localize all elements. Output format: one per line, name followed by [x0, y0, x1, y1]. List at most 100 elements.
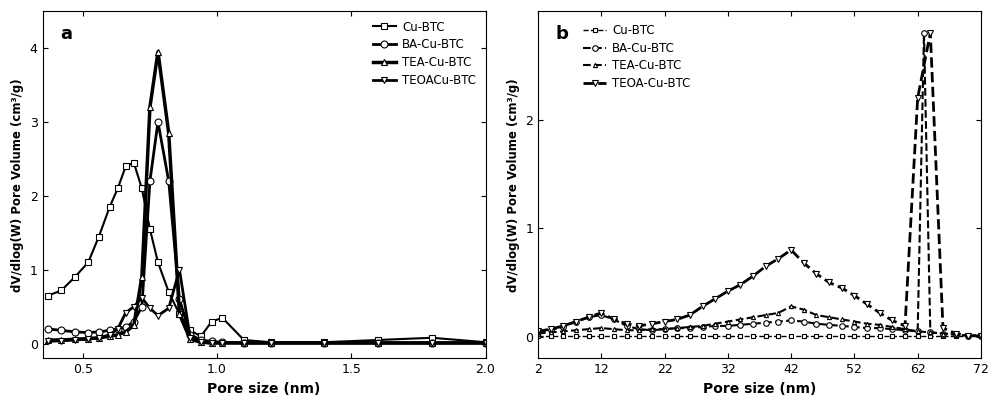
BA-Cu-BTC: [722, 324, 734, 328]
TEA-Cu-BTC: [722, 319, 734, 324]
Cu-BTC: [112, 186, 124, 191]
TEOACu-BTC: [238, 341, 250, 346]
TEA-Cu-BTC: [69, 337, 81, 342]
TEA-Cu-BTC: [886, 324, 898, 329]
BA-Cu-BTC: [82, 330, 94, 335]
TEOACu-BTC: [144, 306, 156, 311]
Cu-BTC: [195, 334, 207, 339]
BA-Cu-BTC: [426, 341, 438, 346]
BA-Cu-BTC: [671, 326, 683, 330]
Cu-BTC: [646, 333, 658, 338]
TEA-Cu-BTC: [480, 341, 492, 346]
TEOACu-BTC: [480, 341, 492, 346]
BA-Cu-BTC: [112, 326, 124, 331]
TEOA-Cu-BTC: [633, 324, 645, 328]
BA-Cu-BTC: [646, 328, 658, 333]
TEOA-Cu-BTC: [912, 96, 924, 101]
TEOA-Cu-BTC: [772, 256, 784, 261]
TEA-Cu-BTC: [975, 333, 987, 338]
TEA-Cu-BTC: [55, 337, 67, 342]
BA-Cu-BTC: [532, 330, 544, 335]
TEOA-Cu-BTC: [747, 274, 759, 278]
BA-Cu-BTC: [760, 320, 772, 325]
Cu-BTC: [848, 333, 860, 338]
TEA-Cu-BTC: [697, 324, 709, 328]
Cu-BTC: [163, 289, 175, 294]
Cu-BTC: [886, 333, 898, 338]
TEA-Cu-BTC: [426, 341, 438, 346]
Cu-BTC: [532, 333, 544, 338]
TEA-Cu-BTC: [163, 131, 175, 136]
BA-Cu-BTC: [975, 333, 987, 338]
BA-Cu-BTC: [238, 341, 250, 346]
BA-Cu-BTC: [659, 327, 671, 332]
TEOA-Cu-BTC: [608, 317, 620, 322]
BA-Cu-BTC: [136, 304, 148, 309]
Cu-BTC: [810, 333, 822, 338]
Cu-BTC: [899, 333, 911, 338]
TEOA-Cu-BTC: [975, 333, 987, 338]
TEA-Cu-BTC: [42, 337, 54, 342]
Cu-BTC: [55, 288, 67, 293]
TEA-Cu-BTC: [874, 322, 886, 327]
TEA-Cu-BTC: [120, 329, 132, 334]
BA-Cu-BTC: [265, 341, 277, 346]
TEOA-Cu-BTC: [684, 313, 696, 317]
TEOA-Cu-BTC: [557, 324, 569, 328]
Cu-BTC: [937, 333, 949, 338]
BA-Cu-BTC: [570, 319, 582, 324]
Cu-BTC: [760, 333, 772, 338]
TEA-Cu-BTC: [899, 327, 911, 332]
BA-Cu-BTC: [836, 324, 848, 328]
TEA-Cu-BTC: [621, 328, 633, 333]
BA-Cu-BTC: [785, 318, 797, 323]
Cu-BTC: [912, 333, 924, 338]
Line: BA-Cu-BTC: BA-Cu-BTC: [535, 30, 984, 339]
TEOA-Cu-BTC: [646, 321, 658, 326]
BA-Cu-BTC: [697, 324, 709, 329]
TEOACu-BTC: [163, 306, 175, 311]
Cu-BTC: [318, 340, 330, 345]
Cu-BTC: [128, 160, 140, 165]
Cu-BTC: [557, 333, 569, 338]
BA-Cu-BTC: [709, 324, 721, 328]
TEOA-Cu-BTC: [722, 289, 734, 293]
BA-Cu-BTC: [42, 326, 54, 331]
TEA-Cu-BTC: [937, 331, 949, 336]
TEOA-Cu-BTC: [595, 311, 607, 315]
Cu-BTC: [962, 333, 974, 338]
BA-Cu-BTC: [621, 324, 633, 328]
BA-Cu-BTC: [633, 327, 645, 332]
TEA-Cu-BTC: [545, 330, 557, 335]
TEA-Cu-BTC: [570, 328, 582, 333]
TEA-Cu-BTC: [238, 341, 250, 346]
Cu-BTC: [950, 333, 962, 338]
TEOA-Cu-BTC: [899, 324, 911, 328]
Line: Cu-BTC: Cu-BTC: [45, 160, 488, 345]
Cu-BTC: [216, 315, 228, 320]
TEA-Cu-BTC: [93, 335, 105, 340]
BA-Cu-BTC: [684, 326, 696, 330]
BA-Cu-BTC: [104, 328, 116, 333]
TEOACu-BTC: [69, 337, 81, 342]
TEOA-Cu-BTC: [886, 318, 898, 323]
TEA-Cu-BTC: [810, 313, 822, 317]
Legend: Cu-BTC, BA-Cu-BTC, TEA-Cu-BTC, TEOA-Cu-BTC: Cu-BTC, BA-Cu-BTC, TEA-Cu-BTC, TEOA-Cu-B…: [579, 20, 694, 94]
TEOA-Cu-BTC: [874, 311, 886, 315]
BA-Cu-BTC: [545, 328, 557, 333]
Cu-BTC: [144, 227, 156, 232]
TEOA-Cu-BTC: [848, 293, 860, 298]
BA-Cu-BTC: [372, 341, 384, 346]
BA-Cu-BTC: [918, 31, 930, 35]
Line: TEOACu-BTC: TEOACu-BTC: [44, 266, 489, 346]
TEA-Cu-BTC: [659, 327, 671, 332]
BA-Cu-BTC: [152, 120, 164, 125]
BA-Cu-BTC: [924, 330, 936, 335]
TEA-Cu-BTC: [785, 304, 797, 309]
TEA-Cu-BTC: [962, 333, 974, 338]
Cu-BTC: [836, 333, 848, 338]
TEOACu-BTC: [206, 341, 218, 346]
TEA-Cu-BTC: [318, 341, 330, 346]
BA-Cu-BTC: [874, 326, 886, 330]
Cu-BTC: [595, 333, 607, 338]
